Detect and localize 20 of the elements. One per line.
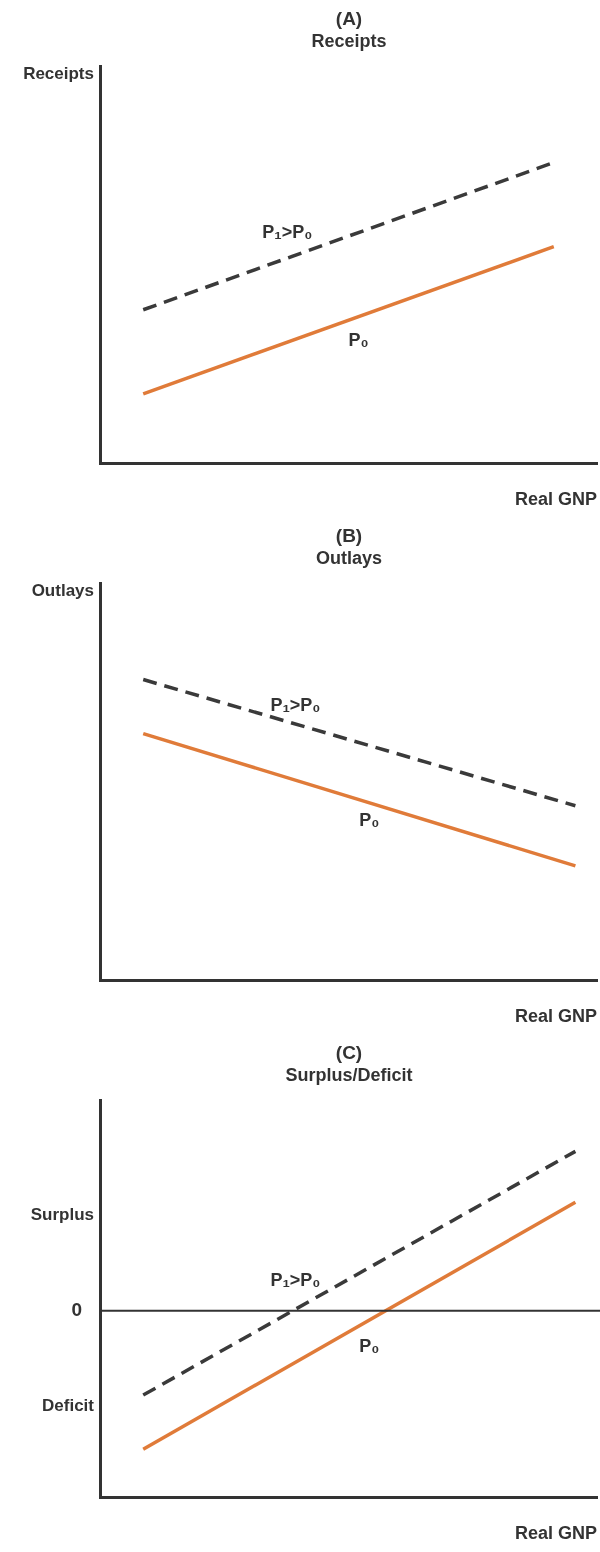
chart-title: (A) — [335, 7, 363, 29]
x-axis-title: Real GNP — [514, 489, 597, 510]
series-label: P₁>P₀ — [262, 221, 313, 242]
x-axis-title: Real GNP — [514, 1523, 597, 1544]
chart-subtitle: Surplus/Deficit — [285, 1064, 413, 1085]
chart-subtitle: Receipts — [311, 30, 387, 51]
series-label: P₀ — [348, 330, 369, 351]
series-label: P₀ — [359, 809, 380, 830]
chart-title: (C) — [335, 1041, 363, 1063]
series-label: P₁>P₀ — [270, 695, 321, 716]
text: Deficit — [42, 1395, 95, 1415]
ref-line-label: 0 — [71, 1298, 82, 1320]
y-axis-title: Outlays — [31, 581, 94, 601]
text: Surplus — [30, 1204, 94, 1224]
x-axis-title: Real GNP — [514, 1006, 597, 1027]
chart-subtitle: Outlays — [315, 547, 383, 568]
series-label: P₀ — [359, 1335, 380, 1356]
y-axis-title: Receipts — [23, 64, 94, 84]
chart-title: (B) — [335, 524, 363, 546]
series-label: P₁>P₀ — [270, 1270, 321, 1291]
